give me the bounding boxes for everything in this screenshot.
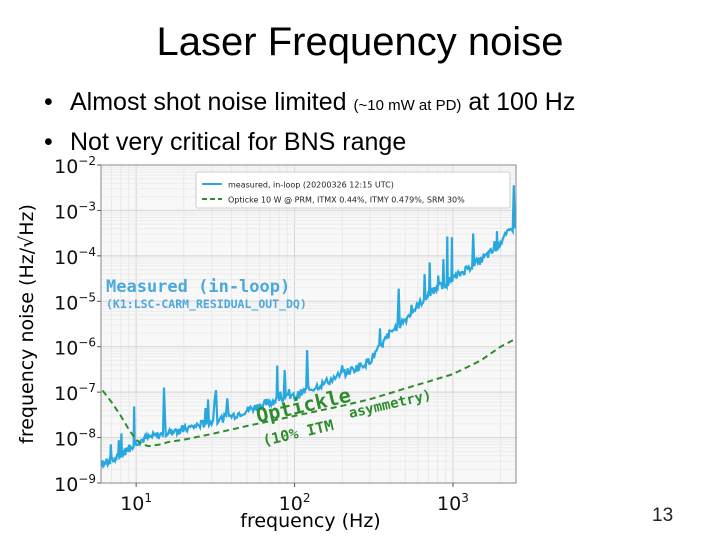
- y-tick-label-base: 10: [54, 474, 78, 496]
- y-tick-label-exponent: −4: [78, 245, 96, 259]
- frequency-noise-chart: 101 102 10310−210−310−410−510−610−710−810−…: [16, 154, 517, 532]
- x-tick-label-base: 10: [120, 493, 144, 515]
- plot-frame: [100, 164, 517, 484]
- y-tick-label: 10−9: [54, 472, 96, 496]
- y-tick-label-exponent: −7: [78, 381, 96, 395]
- y-tick-label: 10−4: [54, 245, 96, 269]
- y-tick-label-exponent: −3: [78, 199, 96, 213]
- bullet-dot: •: [44, 88, 53, 116]
- series-line-optickle: [101, 337, 516, 448]
- y-tick-label-exponent: −8: [78, 427, 96, 441]
- bullet-item-1: • Almost shot noise limited (~10 mW at PD…: [44, 84, 575, 124]
- y-tick-label-base: 10: [54, 429, 78, 451]
- bullet-1-main: Almost shot noise limited: [70, 88, 347, 116]
- annotation-measured: Measured (in-loop) (K1:LSC-CARM_RESIDUAL…: [106, 277, 307, 312]
- tick-labels: 101 102 10310−210−310−410−510−610−710−810−…: [54, 154, 469, 515]
- bullet-1-small: (~10 mW at PD): [353, 97, 462, 114]
- x-tick-label: 101: [120, 491, 152, 515]
- annotation-measured-line2: (K1:LSC-CARM_RESIDUAL_OUT_DQ): [106, 297, 307, 312]
- legend-label-1: Opticke 10 W @ PRM, ITMX 0.44%, ITMY 0.4…: [228, 196, 465, 205]
- legend-label-0: measured, in-loop (20200326 12:15 UTC): [228, 181, 394, 190]
- y-tick-label: 10−2: [54, 154, 96, 178]
- y-tick-label-base: 10: [54, 247, 78, 269]
- x-tick-label-base: 10: [279, 493, 303, 515]
- bullet-dot: •: [44, 128, 53, 156]
- bullet-2-main: Not very critical for BNS range: [70, 128, 407, 156]
- x-tick-label: 102: [279, 491, 311, 515]
- slide-number: 13: [652, 505, 674, 526]
- bullet-item-2: • Not very critical for BNS range: [44, 124, 575, 160]
- y-tick-label: 10−6: [54, 336, 96, 360]
- legend-box: [195, 171, 511, 209]
- y-tick-label: 10−7: [54, 381, 96, 405]
- y-tick-label-exponent: −6: [78, 336, 96, 350]
- x-tick-label-base: 10: [437, 493, 461, 515]
- bullet-1-tail: at 100 Hz: [468, 88, 576, 116]
- slide-title: Laser Frequency noise: [156, 20, 564, 64]
- y-axis-label: frequency noise (Hz/√Hz): [16, 204, 38, 444]
- bullet-list: • Almost shot noise limited (~10 mW at PD…: [44, 84, 575, 160]
- y-tick-label: 10−8: [54, 427, 96, 451]
- y-tick-label-exponent: −2: [78, 154, 96, 168]
- y-tick-label-exponent: −9: [78, 472, 96, 486]
- y-tick-label-base: 10: [54, 383, 78, 405]
- x-tick-label-exponent: 2: [303, 491, 311, 505]
- y-tick-label-base: 10: [54, 338, 78, 360]
- y-tick-label-base: 10: [54, 292, 78, 314]
- y-tick-label: 10−5: [54, 290, 96, 314]
- annotation-measured-line1: Measured (in-loop): [106, 277, 290, 297]
- series-layer: [101, 185, 516, 470]
- x-tick-label-exponent: 1: [144, 491, 152, 505]
- y-tick-label-exponent: −5: [78, 290, 96, 304]
- x-axis-label: frequency (Hz): [240, 510, 380, 532]
- series-line-measured: [101, 185, 516, 470]
- x-tick-label: 103: [437, 491, 469, 515]
- x-tick-label-exponent: 3: [461, 491, 469, 505]
- legend: measured, in-loop (20200326 12:15 UTC) Op…: [195, 171, 511, 209]
- y-tick-label: 10−3: [54, 199, 96, 223]
- y-tick-label-base: 10: [54, 156, 78, 178]
- y-tick-label-base: 10: [54, 201, 78, 223]
